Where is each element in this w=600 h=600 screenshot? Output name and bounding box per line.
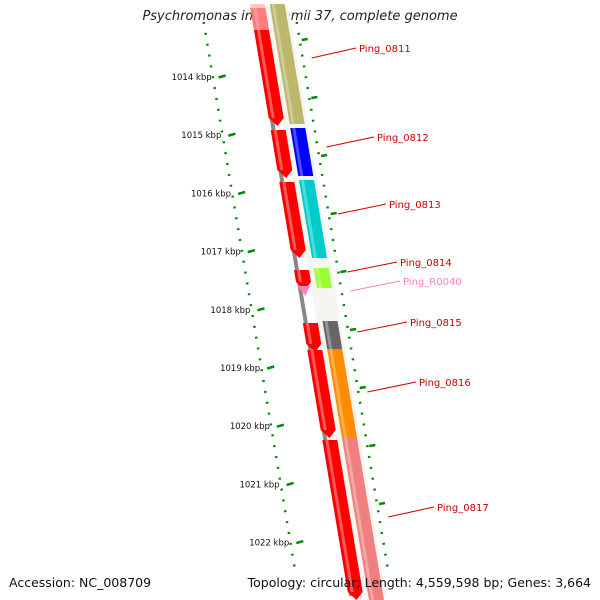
cds-arrow-highlight — [297, 270, 302, 282]
gc-tick — [311, 95, 318, 100]
gene-feature-ping_0811[interactable] — [269, 4, 305, 124]
cds-arrow[interactable] — [270, 130, 293, 178]
gene-feature-ping_0816[interactable] — [327, 349, 357, 438]
ruler-tick — [276, 423, 285, 428]
cds-arrow[interactable] — [322, 440, 363, 600]
gene-label[interactable]: Ping_0815 — [410, 318, 462, 329]
cds-arrow[interactable] — [279, 182, 306, 258]
ruler-tick — [286, 481, 294, 487]
gene-label[interactable]: Ping_R0040 — [403, 277, 462, 288]
cds-arrow[interactable] — [307, 350, 336, 438]
ruler-tick — [257, 307, 265, 312]
gene-feature-highlight — [271, 4, 295, 124]
gene-feature-ping_0817[interactable] — [342, 438, 384, 600]
cds-arrow-highlight — [273, 130, 284, 170]
ruler-label: 1020 kbp — [230, 422, 270, 432]
ruler-label: 1018 kbp — [210, 306, 250, 316]
gene-label-leader — [311, 47, 357, 59]
gene-label-leader — [347, 261, 398, 273]
gene-label-leader — [337, 203, 387, 215]
cds-arrow-highlight — [282, 182, 297, 250]
ruler-label: 1019 kbp — [220, 364, 260, 374]
ruler-tick — [266, 365, 275, 370]
ruler-tick — [237, 190, 246, 196]
gc-tick — [340, 269, 347, 274]
gene-feature-highlight — [329, 349, 347, 438]
ruler-tick — [228, 132, 236, 137]
gene-feature-ping_0814[interactable] — [313, 268, 332, 288]
gene-label[interactable]: Ping_0814 — [400, 258, 452, 269]
gc-tick — [359, 385, 366, 390]
gene-label-leader — [357, 321, 408, 333]
ruler-label: 1017 kbp — [201, 248, 241, 258]
gene-feature-ping_r0040[interactable] — [297, 286, 310, 296]
ruler-label: 1021 kbp — [240, 480, 280, 490]
cds-arrow[interactable] — [250, 8, 284, 126]
gene-label-leader — [326, 136, 375, 148]
gene-feature-ping_0812[interactable] — [290, 128, 314, 176]
accession-text: Accession: NC_008709 — [9, 575, 152, 590]
gc-tick — [320, 153, 328, 158]
gc-tick — [349, 327, 357, 332]
gene-label[interactable]: Ping_0817 — [437, 503, 489, 514]
ruler-label: 1014 kbp — [172, 73, 212, 83]
gc-tick — [330, 211, 337, 216]
gene-feature-highlight — [324, 321, 333, 349]
gene-label[interactable]: Ping_0812 — [377, 133, 429, 144]
cds-arrow-highlight — [305, 323, 313, 344]
cds-arrow[interactable] — [294, 270, 311, 290]
ruler-label: 1016 kbp — [191, 189, 231, 199]
cds-arrow-highlight — [253, 8, 275, 118]
ruler-label: 1015 kbp — [181, 131, 221, 141]
gene-label[interactable]: Ping_0813 — [389, 200, 441, 211]
gene-feature-highlight — [301, 180, 317, 258]
genome-title: Psychromonas ingrahamii 37, complete gen… — [142, 9, 458, 24]
genome-stats-text: Topology: circular; Length: 4,559,598 bp… — [247, 575, 591, 590]
gene-feature-ping_0815[interactable] — [322, 321, 343, 349]
ruler-tick — [295, 539, 304, 545]
gene-label[interactable]: Ping_0816 — [419, 378, 471, 389]
gc-tick — [378, 501, 386, 506]
cds-arrow[interactable] — [302, 323, 322, 352]
cds-partial-top — [249, 4, 269, 30]
cds-arrow-highlight — [310, 350, 327, 430]
gene-label-leader — [367, 381, 417, 393]
gene-feature-highlight — [344, 438, 374, 600]
gc-content-track — [202, 21, 296, 569]
gene-feature-highlight — [292, 128, 304, 176]
ruler-label: 1022 kbp — [249, 539, 289, 549]
gc-tick — [369, 443, 376, 448]
ruler-tick — [247, 248, 256, 254]
gc-tick — [301, 37, 308, 42]
ruler-tick — [218, 74, 227, 79]
gene-label-leader — [388, 506, 435, 518]
gene-label[interactable]: Ping_0811 — [359, 44, 411, 55]
cds-arrow-highlight — [325, 440, 354, 592]
gene-feature-ping_0813[interactable] — [299, 180, 327, 258]
gene-feature-highlight — [315, 268, 322, 288]
gene-label-leader — [350, 280, 401, 292]
